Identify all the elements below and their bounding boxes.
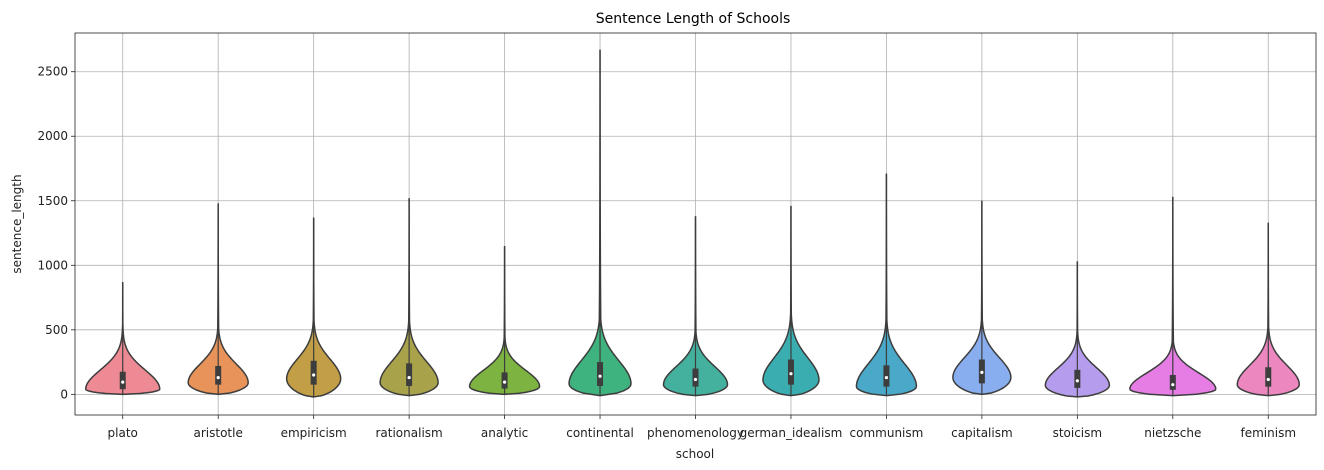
x-tick-label: german_idealism (740, 426, 843, 440)
violin-median (884, 375, 889, 380)
violin-median (121, 380, 125, 384)
violin-analytic (468, 245, 541, 396)
violin-aristotle (187, 203, 249, 396)
x-tick-label: analytic (481, 426, 528, 440)
y-tick-label: 1000 (37, 258, 68, 272)
x-tick-label: rationalism (375, 426, 442, 440)
x-tick-label: feminism (1241, 426, 1297, 440)
violin-box (597, 362, 604, 386)
x-tick-label: nietzsche (1144, 426, 1201, 440)
violin-median (693, 377, 698, 382)
x-tick-label: communism (850, 426, 924, 440)
y-axis-label: sentence_length (10, 174, 24, 273)
violin-stoicism (1044, 261, 1111, 398)
x-tick-label: capitalism (951, 426, 1013, 440)
violins (84, 49, 1301, 398)
violin-capitalism (952, 200, 1012, 396)
violin-phenomenology (662, 216, 729, 397)
violin-median (1171, 383, 1175, 387)
violin-feminism (1236, 222, 1301, 397)
violin-median (216, 375, 220, 380)
violin-median (407, 375, 411, 380)
violin-box (310, 360, 317, 385)
x-tick-label: aristotle (194, 426, 243, 440)
y-tick-label: 1500 (37, 194, 68, 208)
y-tick-label: 2000 (37, 129, 68, 143)
violin-median (312, 373, 316, 377)
violin-empiricism (285, 217, 342, 398)
x-tick-label: stoicism (1053, 426, 1103, 440)
violin-box (787, 359, 794, 385)
violin-median (980, 370, 984, 375)
violin-box (1074, 369, 1081, 388)
x-axis-label: school (676, 447, 714, 461)
y-axis-ticks: 0 500 1000 1500 2000 2500 (37, 65, 75, 401)
x-axis-ticks: plato aristotle empiricism rationalism analy… (108, 415, 1296, 440)
violin-box (883, 365, 890, 387)
x-tick-label: continental (566, 426, 634, 440)
violin-median (1075, 379, 1079, 383)
x-tick-label: plato (108, 426, 138, 440)
violin-box (1169, 374, 1176, 390)
violin-median (502, 380, 507, 384)
y-tick-label: 2500 (37, 65, 68, 79)
violin-box (119, 371, 126, 390)
violin-german_idealism (762, 205, 820, 397)
violin-box (1265, 367, 1272, 387)
violin-box (692, 368, 699, 387)
violin-rationalism (379, 198, 439, 397)
violin-median (598, 374, 602, 378)
violin-median (789, 372, 793, 376)
violin-communism (855, 173, 918, 397)
y-tick-label: 500 (45, 323, 68, 337)
violin-median (1266, 377, 1270, 382)
chart-title: Sentence Length of Schools (596, 11, 791, 27)
violin-box (501, 372, 508, 389)
x-tick-label: phenomenology (647, 426, 744, 440)
y-tick-label: 0 (60, 387, 68, 401)
violin-box (406, 363, 413, 386)
violin-continental (568, 49, 632, 397)
violin-plato (84, 282, 161, 396)
x-tick-label: empiricism (281, 426, 347, 440)
violin-nietzsche (1129, 196, 1217, 397)
violin-box (215, 365, 222, 385)
